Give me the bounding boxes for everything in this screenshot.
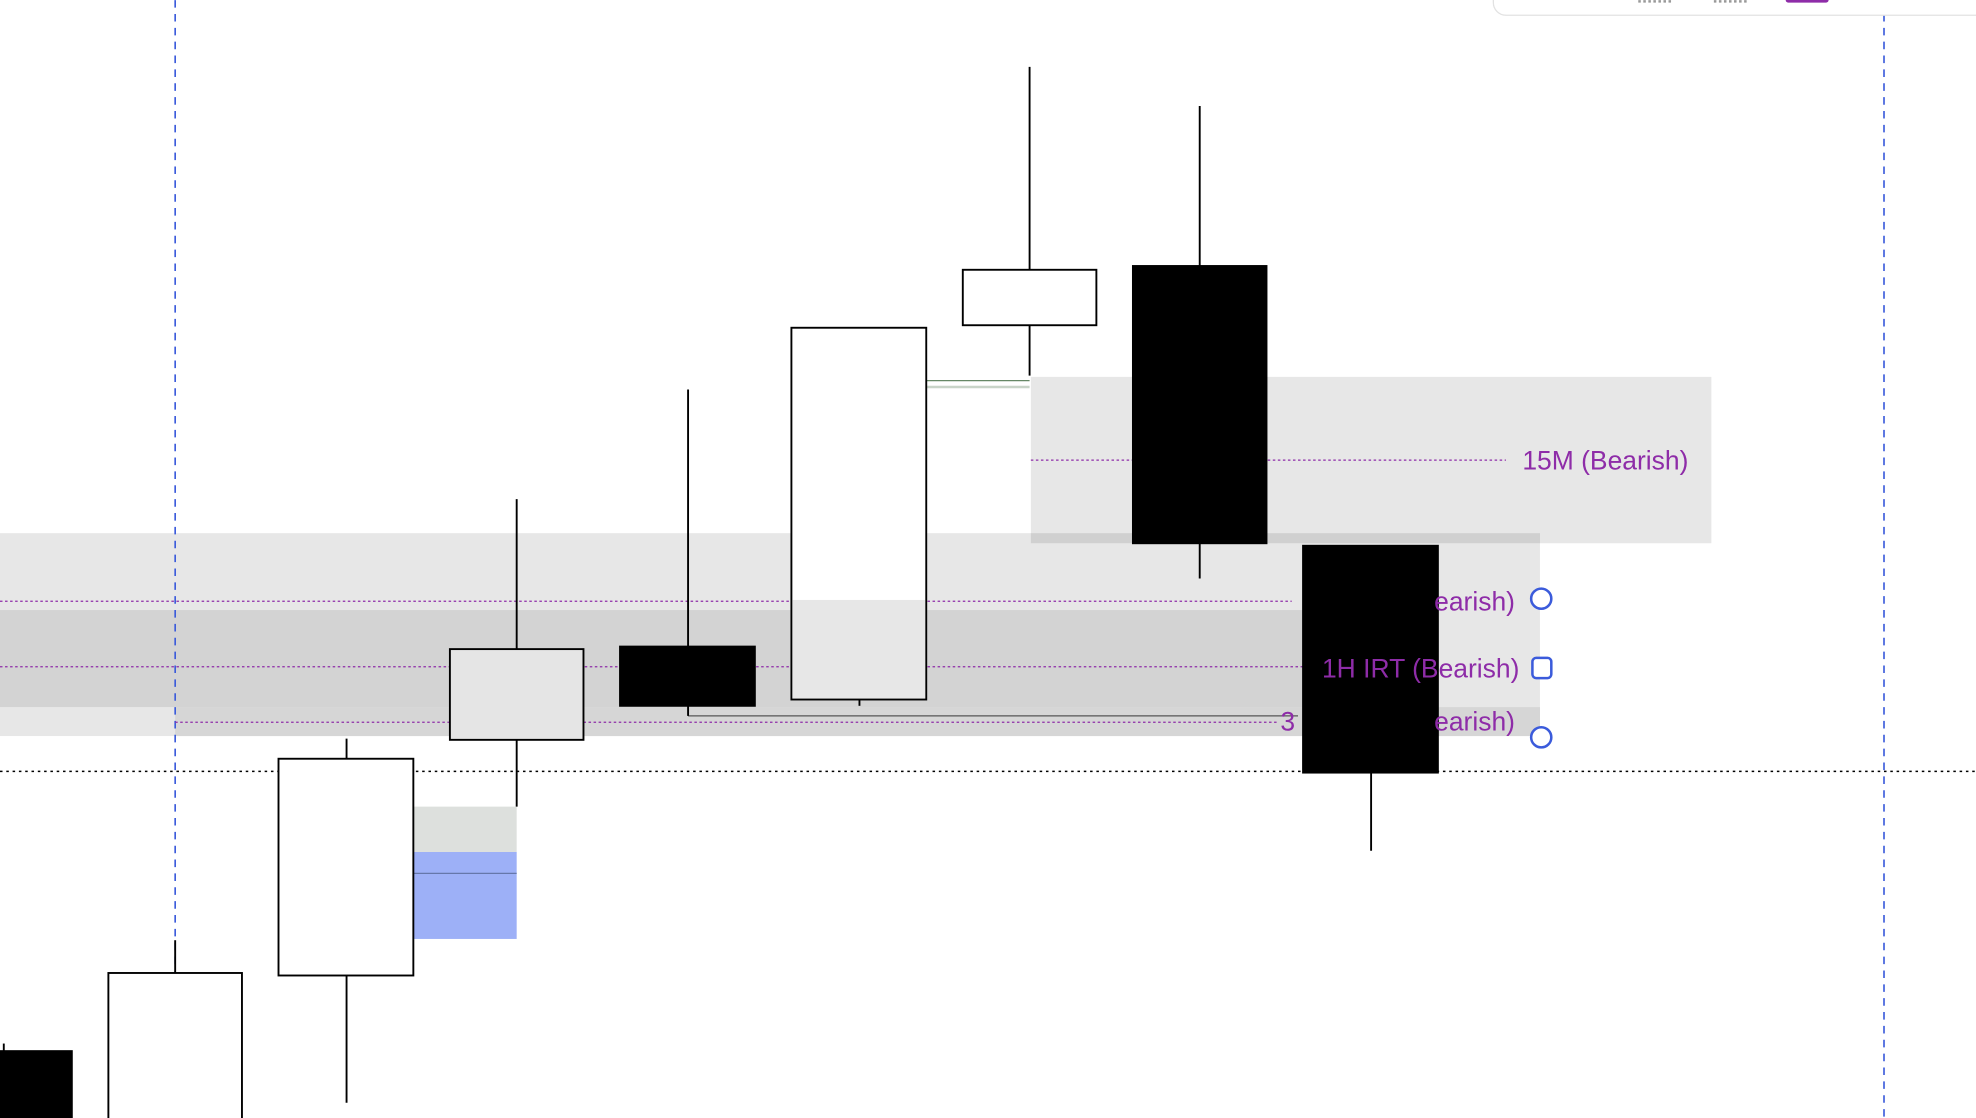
candle [0,1050,73,1118]
drag-handle[interactable] [1529,587,1553,611]
zone-label: 1H IRT (Bearish) [1322,654,1519,684]
toolbar-panel [1492,0,1976,16]
toolbar [1492,0,1976,16]
candle [448,648,585,741]
drag-handle[interactable] [1531,656,1553,680]
zone [1030,533,1540,544]
zone [413,806,517,852]
zone-label: earish) [1434,587,1515,617]
candle [1131,265,1268,545]
candle [1302,544,1439,774]
candles [0,66,1439,1118]
toolbar-button[interactable] [1785,0,1829,3]
zone-label: 3 [1280,706,1295,736]
zone-label: earish) [1434,706,1515,736]
zone [413,851,517,939]
candle [107,972,243,1118]
zone-overlay [792,599,925,699]
candle [961,268,1098,327]
candle [619,645,756,707]
candle [277,757,415,977]
zone-label: 15M (Bearish) [1522,446,1688,476]
drag-handle[interactable] [1529,725,1553,749]
